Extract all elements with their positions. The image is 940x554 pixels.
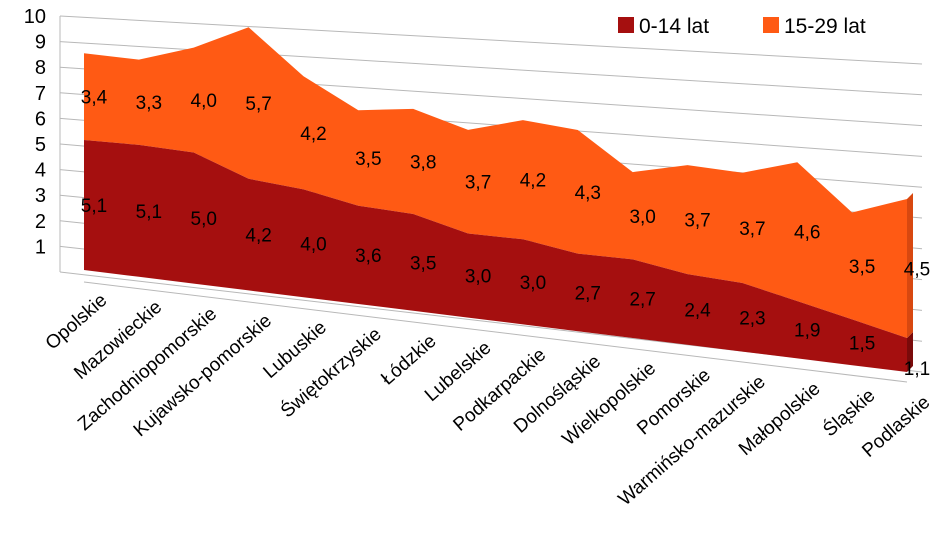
data-label: 2,3 [739,308,765,329]
data-label: 3,5 [849,257,875,278]
floor-line [83,281,908,383]
data-label: 4,2 [520,171,546,192]
side-face-0-14 [907,332,913,372]
legend-swatch-0-14 [618,17,634,33]
legend-swatch-15-29 [763,17,779,33]
data-label: 3,7 [739,219,765,240]
data-label: 3,3 [136,93,162,114]
data-label: 3,5 [410,253,436,274]
y-tick-label: 6 [35,108,46,130]
data-label: 2,7 [629,290,655,311]
data-label: 4,2 [245,226,271,247]
data-label: 4,0 [300,234,326,255]
data-label: 5,1 [136,202,162,223]
y-tick-label: 7 [35,83,46,105]
y-tick-label: 10 [24,6,46,28]
data-label: 1,5 [849,333,875,354]
y-tick-label: 3 [35,185,46,207]
area-series-0-14 [84,140,907,372]
legend: 0-14 lat 15-29 lat [618,15,866,38]
y-tick-label: 9 [35,32,46,54]
y-axis: 1 2 3 4 5 6 7 8 9 10 [24,6,46,258]
data-label: 4,3 [575,183,601,204]
plot-areas [84,27,913,372]
legend-label-15-29: 15-29 lat [784,15,866,38]
data-label: 3,6 [355,246,381,267]
data-label: 1,9 [794,321,820,342]
area-series-15-29 [84,27,907,339]
data-label: 2,4 [684,300,711,321]
data-label: 4,6 [794,223,820,244]
data-label: 3,8 [410,152,436,173]
y-tick-label: 2 [35,211,46,233]
data-label: 5,1 [81,196,107,217]
data-label: 3,0 [465,267,491,288]
data-label: 1,1 [904,359,930,380]
data-label: 3,7 [684,211,710,232]
data-label: 5,0 [191,209,217,230]
data-label: 4,2 [300,124,326,145]
legend-label-0-14: 0-14 lat [639,15,709,38]
data-label: 3,4 [81,88,108,109]
gridline [59,15,923,65]
data-label: 3,5 [355,149,381,170]
data-labels: 5,1 5,1 5,0 4,2 4,0 3,6 3,5 3,0 3,0 2,7 2,7 2,4 2,3 1… [81,88,930,380]
data-label: 2,7 [575,283,601,304]
data-label: 3,7 [465,173,491,194]
data-label: 3,0 [629,207,655,228]
y-tick-label: 5 [35,134,46,156]
y-tick-label: 4 [35,160,46,182]
y-tick-label: 1 [35,236,46,258]
data-label: 5,7 [245,94,271,115]
data-label: 3,0 [520,273,546,294]
data-label: 4,0 [191,91,217,112]
side-face-15-29 [907,193,913,338]
data-label: 4,5 [904,259,930,280]
y-tick-label: 8 [35,57,46,79]
x-tick-label: Śląskie [819,384,880,441]
